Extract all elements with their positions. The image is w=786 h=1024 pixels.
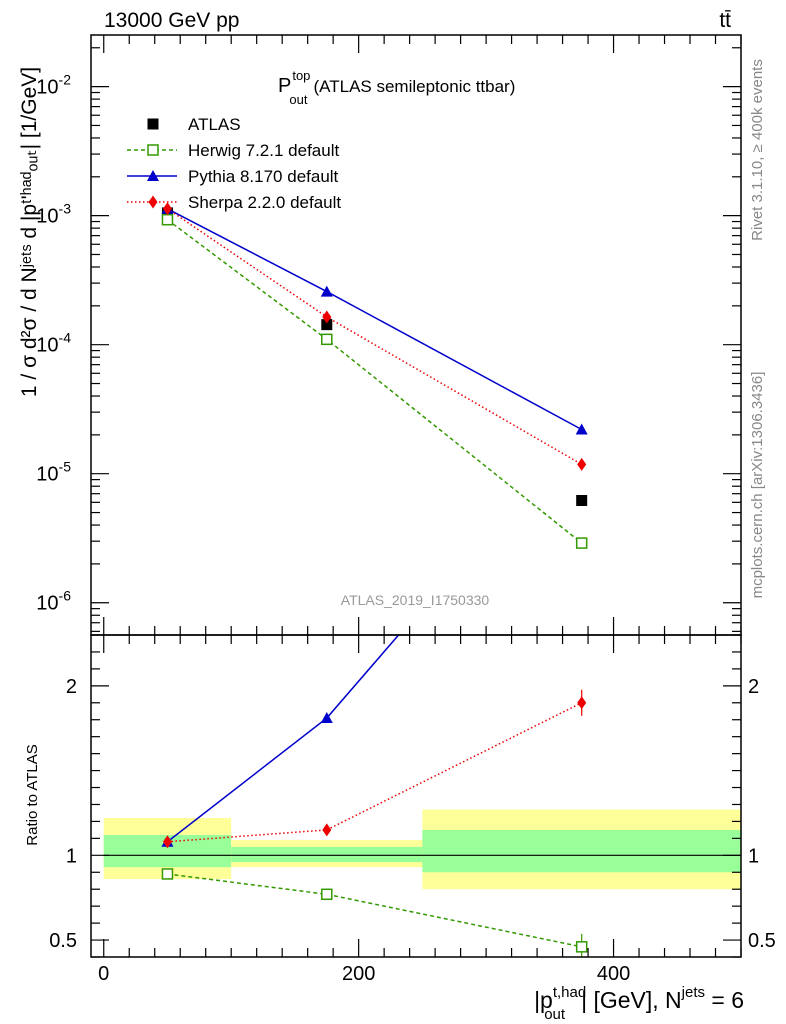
y-tick-label: 10-3 bbox=[36, 201, 71, 228]
ratio-y-tick-label-right: 2 bbox=[748, 676, 759, 698]
ratio-y-tick-label-left: 1 bbox=[66, 845, 77, 867]
data-point-herwig bbox=[161, 213, 174, 226]
data-point-herwig bbox=[575, 537, 588, 549]
legend-marker-atlas bbox=[147, 118, 159, 130]
series-line-herwig bbox=[167, 219, 583, 544]
legend-label-sherpa: Sherpa 2.2.0 default bbox=[188, 193, 341, 212]
y-axis-label: 1 / σ d²σ / d Nʲᵉᵗˢ d |pᵗ'ʰᵃᵈₒᵤₜ| [1/GeV… bbox=[18, 67, 41, 397]
uncertainty-band-inner bbox=[231, 846, 423, 863]
ratio-frame bbox=[90, 634, 742, 958]
ratio-y-axis-label: Ratio to ATLAS bbox=[24, 744, 41, 845]
ratio-point-herwig bbox=[575, 941, 588, 953]
legend-marker-sherpa bbox=[148, 195, 158, 209]
ratio-point-herwig bbox=[161, 868, 174, 880]
x-tick-label: 200 bbox=[342, 963, 375, 985]
y-tick-label: 10-4 bbox=[36, 330, 71, 357]
collision-label: 13000 GeV pp bbox=[104, 9, 239, 32]
data-point-herwig bbox=[321, 333, 333, 346]
uncertainty-band-inner bbox=[422, 829, 741, 873]
data-point-sherpa bbox=[322, 310, 332, 324]
ratio-point-sherpa bbox=[162, 835, 172, 849]
data-point-pythia bbox=[320, 285, 333, 297]
axis-labels: 0 200 400|pt,had out| [GeV], Njets = 6 1 / σ… bbox=[18, 67, 744, 1023]
rivet-version-label: Rivet 3.1.10, ≥ 400k events bbox=[749, 59, 766, 241]
ratio-point-sherpa bbox=[577, 696, 587, 710]
data-point-pythia bbox=[575, 423, 588, 435]
ratio-line-sherpa bbox=[167, 702, 583, 843]
main-panel: 10-2 10-3 10-4 10-5 10-6 Ptop out(ATLAS semile… bbox=[36, 34, 742, 636]
ratio-y-tick-label-left: 0.5 bbox=[49, 930, 77, 952]
data-point-atlas bbox=[576, 494, 588, 506]
ratio-point-sherpa bbox=[322, 823, 332, 837]
ratio-point-herwig bbox=[321, 888, 333, 901]
y-tick-label: 10-2 bbox=[36, 72, 71, 99]
series-line-sherpa bbox=[167, 208, 583, 466]
ratio-line-pythia bbox=[167, 635, 400, 843]
ratio-panel: 0.5 0.5 1 1 2 2 bbox=[49, 634, 776, 958]
analysis-watermark: ATLAS_2019_I1750330 bbox=[341, 592, 490, 608]
ratio-content bbox=[103, 635, 741, 957]
series-line-pythia bbox=[167, 208, 583, 431]
x-axis-label: |pt,had out| [GeV], Njets = 6 bbox=[534, 984, 744, 1023]
data-point-sherpa bbox=[162, 202, 172, 216]
data-point-sherpa bbox=[577, 457, 587, 471]
y-tick-label: 10-6 bbox=[36, 588, 71, 615]
mcplots-label: mcplots.cern.ch [arXiv:1306.3436] bbox=[749, 372, 766, 599]
legend-label-atlas: ATLAS bbox=[188, 115, 241, 134]
ratio-point-pythia bbox=[320, 712, 333, 724]
ratio-y-tick-label-left: 2 bbox=[66, 676, 77, 698]
chart-title: Ptop out(ATLAS semileptonic ttbar) bbox=[278, 68, 515, 107]
y-tick-label: 10-5 bbox=[36, 459, 71, 486]
legend-marker-herwig bbox=[147, 144, 159, 156]
legend-label-pythia: Pythia 8.170 default bbox=[188, 167, 339, 186]
x-tick-label: 0 bbox=[98, 963, 109, 985]
main-series bbox=[161, 202, 588, 549]
data-point-atlas bbox=[321, 319, 333, 331]
ratio-y-tick-label-right: 0.5 bbox=[748, 930, 776, 952]
ratio-y-tick-label-right: 1 bbox=[748, 845, 759, 867]
legend-marker-pythia bbox=[147, 170, 159, 181]
x-tick-label: 400 bbox=[597, 963, 630, 985]
legend-label-herwig: Herwig 7.2.1 default bbox=[188, 141, 339, 160]
process-label: tt̄ bbox=[719, 9, 731, 32]
